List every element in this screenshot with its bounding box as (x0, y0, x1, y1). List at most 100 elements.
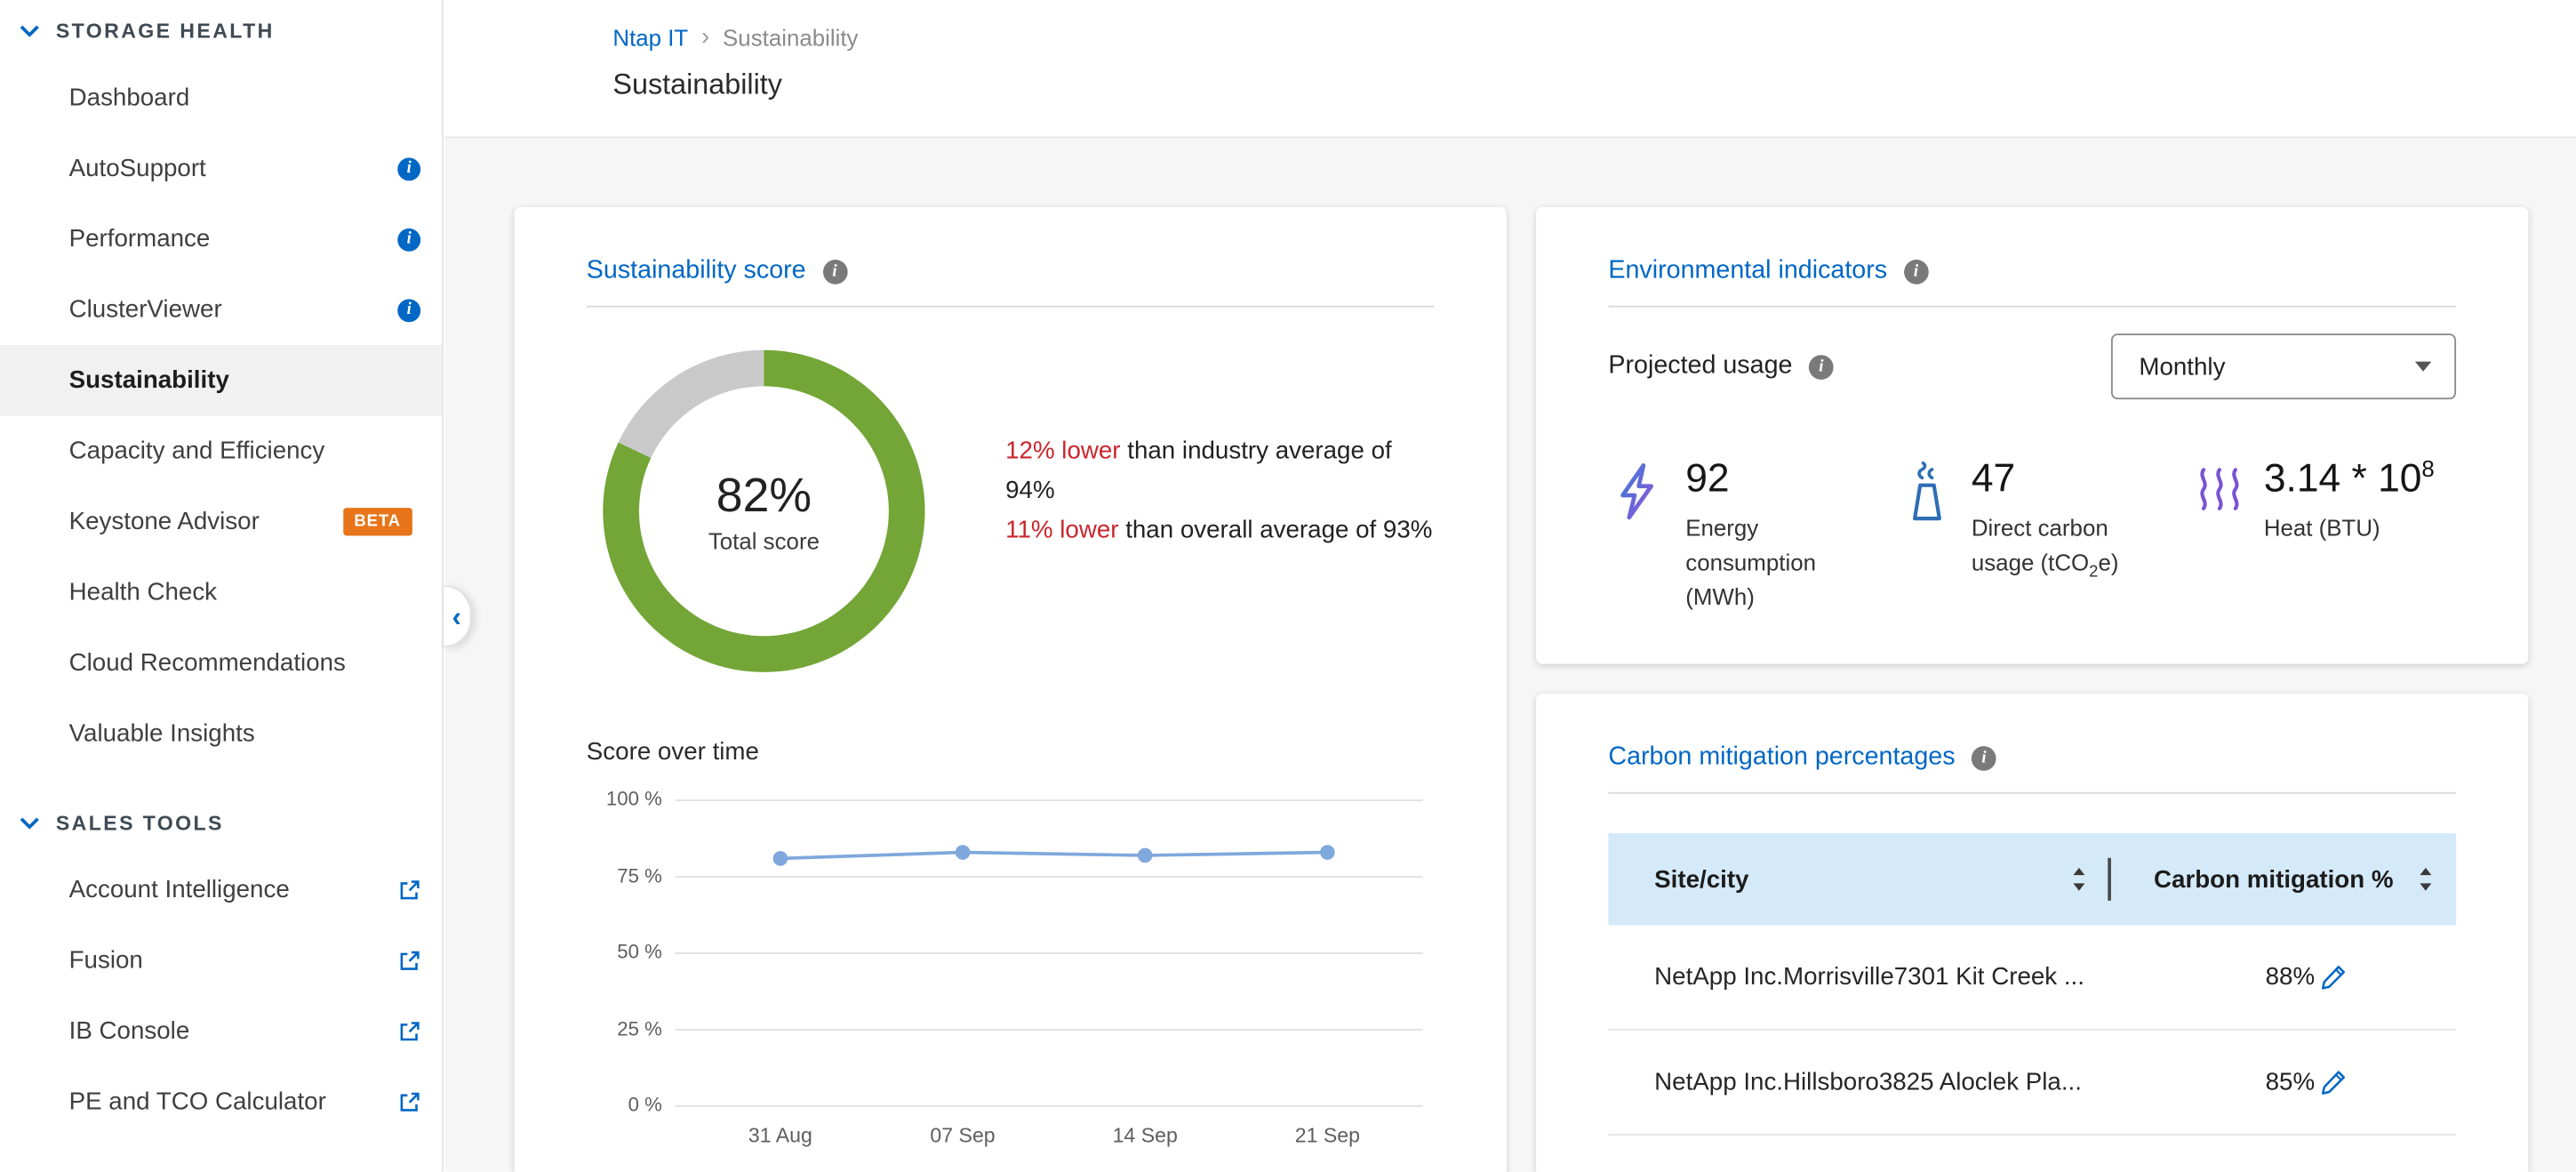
sidebar-item-dashboard[interactable]: Dashboard (0, 62, 442, 132)
nav-label: IB Console (68, 1017, 190, 1046)
beta-badge: BETA (342, 508, 412, 536)
nav-label: Fusion (68, 946, 143, 975)
carbon-mitigation-value: 85% (2265, 1068, 2316, 1096)
chevron-down-icon (20, 817, 39, 831)
sidebar-item-valuable-insights[interactable]: Valuable Insights (0, 698, 442, 768)
sidebar-section-storage-health[interactable]: STORAGE HEALTH (0, 0, 442, 62)
sort-icon[interactable] (2070, 866, 2088, 893)
y-axis-tick-label: 50 % (617, 940, 662, 964)
edit-pencil-icon[interactable] (2320, 963, 2348, 991)
sidebar-section-sales-tools[interactable]: SALES TOOLS (0, 792, 442, 855)
nav-label: Health Check (68, 578, 218, 606)
nav-label: PE and TCO Calculator (68, 1088, 326, 1116)
comparison-highlight: 11% lower (1005, 516, 1119, 544)
sustainability-score-card: Sustainability score 82% Total score 12%… (514, 206, 1507, 1172)
column-separator (2108, 857, 2111, 901)
breadcrumb-link-root[interactable]: Ntap IT (612, 23, 689, 51)
sidebar-item-performance[interactable]: Performance (0, 204, 442, 274)
site-city-cell: NetApp Inc.Hillsboro3825 Aloclek Pla... (1654, 1068, 2082, 1096)
comparison-highlight: 12% lower (1005, 437, 1121, 466)
period-select[interactable]: Monthly (2110, 333, 2457, 400)
y-axis-tick-label: 75 % (617, 863, 662, 887)
sidebar-item-ib-console[interactable]: IB Console (0, 996, 442, 1066)
table-header-row: Site/city Carbon mitigation % (1608, 833, 2457, 926)
nav-label: AutoSupport (68, 154, 206, 183)
sidebar-item-account-intelligence[interactable]: Account Intelligence (0, 855, 442, 925)
y-axis-tick-label: 0 % (628, 1093, 662, 1116)
page-header: Ntap IT Sustainability Sustainability (444, 0, 2576, 139)
score-over-time-chart: 0 % 25 % 50 % 75 % 100 % 31 Aug 07 Sep 14 Sep 21… (587, 787, 1435, 1164)
data-point (1137, 847, 1153, 863)
metric-label: Energy consumption (MWh) (1685, 514, 1816, 610)
page-title: Sustainability (612, 67, 782, 100)
sidebar-item-capacity-and-efficiency[interactable]: Capacity and Efficiency (0, 416, 442, 486)
sidebar-item-fusion[interactable]: Fusion (0, 926, 442, 996)
caret-down-icon (2414, 361, 2432, 372)
lightning-icon (1608, 459, 1670, 624)
main-content: Ntap IT Sustainability Sustainability Su… (444, 0, 2576, 1172)
heat-waves-icon (2190, 459, 2250, 624)
projected-usage-row: Projected usage Monthly (1608, 333, 2457, 400)
chevron-right-icon (701, 23, 709, 51)
info-icon[interactable] (1808, 354, 1834, 380)
line-chart-plot (675, 799, 1423, 1107)
sidebar: STORAGE HEALTH Dashboard AutoSupport Per… (0, 0, 444, 1172)
divider (1608, 791, 2457, 794)
nav-label: Valuable Insights (68, 719, 255, 748)
card-title: Sustainability score (586, 256, 806, 285)
nav-label: Keystone Advisor (68, 508, 260, 536)
factory-icon (1898, 459, 1957, 624)
period-select-value: Monthly (2139, 352, 2226, 381)
comparison-text: than overall average of 93% (1118, 516, 1433, 544)
carbon-mitigation-cell: 88% (2111, 963, 2456, 991)
carbon-mitigation-card: Carbon mitigation percentages Site/city … (1536, 693, 2529, 1172)
card-title: Environmental indicators (1608, 256, 1888, 285)
metric-label: Heat (BTU) (2263, 514, 2380, 542)
edit-pencil-icon[interactable] (2320, 1068, 2348, 1096)
metric-value: 47 (1971, 456, 2016, 502)
info-icon[interactable] (822, 259, 847, 284)
sort-icon[interactable] (2417, 866, 2435, 893)
section-label: SALES TOOLS (55, 812, 224, 835)
data-point (772, 851, 788, 866)
chevron-down-icon (20, 25, 39, 38)
breadcrumb-current: Sustainability (723, 23, 859, 51)
nav-label: Performance (68, 225, 211, 253)
divider (586, 305, 1435, 308)
info-icon[interactable] (397, 157, 421, 181)
sidebar-item-pe-and-tco-calculator[interactable]: PE and TCO Calculator (0, 1066, 442, 1136)
table-row: NetApp Inc.Morrisville7301 Kit Creek ...… (1608, 925, 2457, 1031)
info-icon[interactable] (397, 227, 421, 251)
table-header-site-city[interactable]: Site/city (1608, 865, 2108, 894)
sidebar-item-keystone-advisor[interactable]: Keystone Advisor BETA (0, 486, 442, 557)
x-axis-tick-label: 31 Aug (748, 1124, 812, 1148)
sidebar-item-sustainability[interactable]: Sustainability (0, 345, 443, 416)
comparison-line: 12% lower than industry average of 94% (1005, 432, 1436, 511)
environmental-indicators-card: Environmental indicators Projected usage… (1536, 206, 2529, 664)
environmental-metrics: 92 Energy consumption (MWh) 47 Direct ca… (1608, 455, 2456, 624)
sidebar-item-clusterviewer[interactable]: ClusterViewer (0, 275, 442, 345)
comparison-line: 11% lower than overall average of 93% (1005, 511, 1436, 550)
carbon-mitigation-cell: 85% (2111, 1068, 2456, 1096)
column-header-label: Carbon mitigation % (2154, 865, 2394, 894)
external-link-icon (397, 949, 420, 972)
site-city-cell: NetApp Inc.Morrisville7301 Kit Creek ... (1654, 963, 2084, 991)
sidebar-item-cloud-recommendations[interactable]: Cloud Recommendations (0, 628, 442, 698)
donut-center: 82% Total score (638, 386, 889, 637)
table-row: NetApp Inc.Hillsboro3825 Aloclek Pla... … (1608, 1030, 2457, 1136)
nav-label: Sustainability (68, 366, 229, 395)
info-icon[interactable] (397, 298, 421, 322)
nav-label: Cloud Recommendations (68, 649, 346, 678)
info-icon[interactable] (1903, 259, 1929, 284)
table-header-carbon-mitigation[interactable]: Carbon mitigation % (2111, 865, 2456, 894)
nav-label: Account Intelligence (68, 876, 290, 904)
sidebar-item-health-check[interactable]: Health Check (0, 558, 442, 628)
section-label: STORAGE HEALTH (55, 20, 275, 44)
sidebar-item-autosupport[interactable]: AutoSupport (0, 133, 442, 204)
divider (1608, 305, 2457, 308)
nav-label: ClusterViewer (68, 295, 222, 325)
carbon-mitigation-table: Site/city Carbon mitigation % Net (1608, 833, 2457, 1136)
info-icon[interactable] (1972, 745, 1996, 770)
metric-energy-consumption: 92 Energy consumption (MWh) (1608, 455, 1897, 624)
